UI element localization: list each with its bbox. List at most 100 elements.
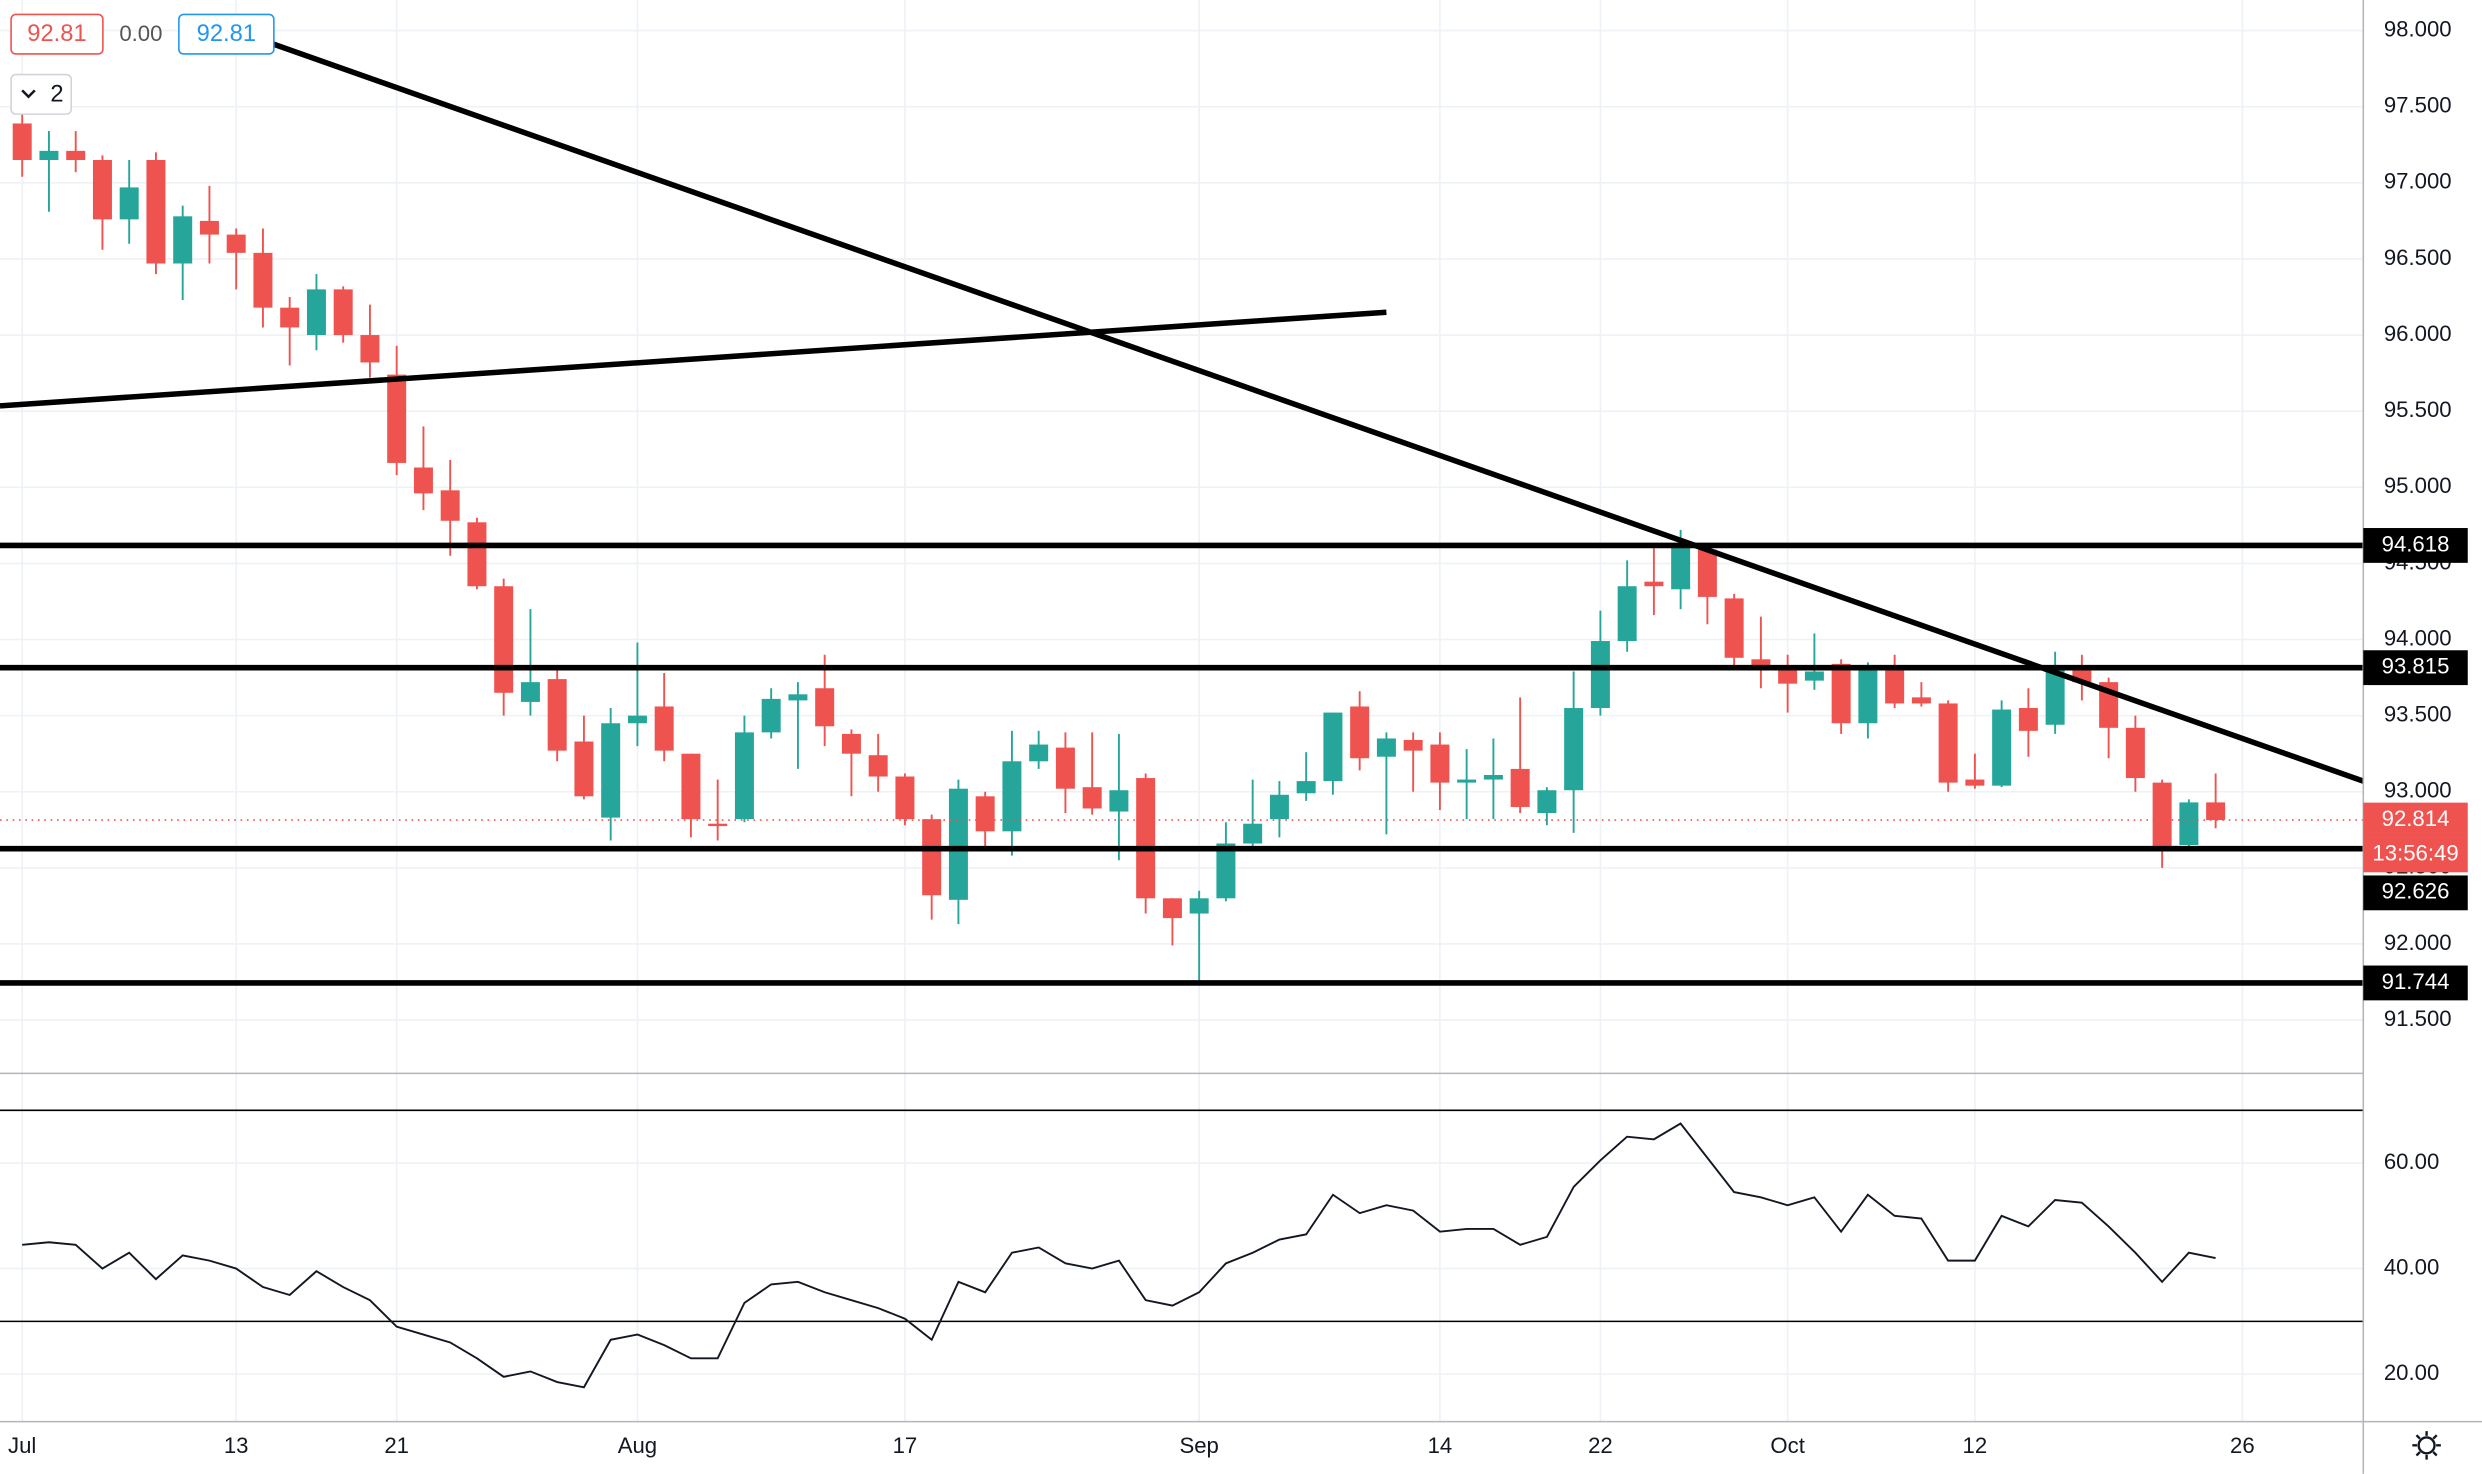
candle-body [1671, 546, 1691, 590]
candle-body [1697, 549, 1717, 597]
x-tick-label: 14 [1428, 1433, 1453, 1458]
candle-body [1243, 823, 1263, 844]
level-label: 94.618 [2382, 531, 2450, 556]
close-box[interactable] [178, 13, 275, 55]
candle-body [627, 715, 647, 724]
y-tick-label: 40.00 [2384, 1254, 2439, 1279]
candle-body [1644, 581, 1664, 587]
y-tick-label: 91.500 [2384, 1006, 2452, 1031]
y-tick-label: 95.000 [2384, 473, 2452, 498]
candle-body [1751, 659, 1771, 667]
settings-gear[interactable] [2412, 1431, 2441, 1460]
candle-body [280, 307, 300, 328]
y-tick-label: 93.500 [2384, 701, 2452, 726]
candle-body [1216, 843, 1236, 899]
candle-body [360, 335, 380, 363]
candle-body [173, 216, 193, 264]
candle-body [922, 819, 942, 896]
candle-body [1109, 790, 1129, 812]
candle-body [387, 374, 407, 463]
gear-ring [2417, 1436, 2436, 1455]
candle-body [1350, 706, 1370, 759]
candle-body [1403, 739, 1423, 751]
open-box [10, 13, 104, 55]
level-box [2363, 528, 2468, 563]
candle-body [761, 698, 781, 733]
candle-body [440, 490, 460, 521]
candle-body [1938, 703, 1958, 783]
candle-body [92, 159, 112, 220]
candle-body [1162, 898, 1182, 919]
candle-body [1965, 779, 1985, 786]
candle-body [1537, 790, 1557, 814]
x-tick-label: 21 [384, 1433, 409, 1458]
candle-body [199, 220, 219, 235]
candle-body [1858, 665, 1878, 724]
candle-body [681, 753, 701, 820]
candle-body [1323, 712, 1343, 782]
candle-body [1724, 598, 1744, 658]
candle-body [1136, 778, 1156, 899]
y-tick-label: 96.500 [2384, 245, 2452, 270]
y-tick-label: 60.00 [2384, 1149, 2439, 1174]
candle-body [1778, 666, 1798, 684]
candle-body [253, 252, 273, 308]
candle-body [2179, 802, 2199, 846]
countdown-label: 13:56:49 [2372, 841, 2458, 866]
x-tick-label: 13 [224, 1433, 249, 1458]
candle-body [708, 823, 728, 827]
candle-body [467, 522, 487, 587]
candle-body [601, 723, 621, 818]
candle-body [1483, 774, 1503, 780]
y-tick-label: 94.000 [2384, 625, 2452, 650]
candle-body [1617, 586, 1637, 642]
candle-body [788, 694, 808, 701]
candle-body [333, 289, 353, 336]
candle-body [868, 755, 888, 777]
candle-body [734, 732, 754, 820]
indicator-count: 2 [50, 81, 63, 107]
x-tick-label: Oct [1770, 1433, 1804, 1458]
candle-body [1002, 761, 1022, 832]
candle-body [1831, 663, 1851, 724]
last-price-label: 92.814 [2382, 806, 2450, 831]
candle-body [895, 776, 915, 820]
chevron [21, 89, 36, 99]
candle-body [2045, 669, 2065, 725]
y-tick-label: 96.000 [2384, 321, 2452, 346]
change-label: 0.00 [119, 21, 162, 46]
candle-body [12, 123, 32, 160]
x-tick-label: 22 [1588, 1433, 1613, 1458]
candle-body [146, 159, 166, 264]
trend-line [0, 309, 1387, 409]
candle-body [1029, 744, 1049, 762]
y-tick-label: 97.500 [2384, 93, 2452, 118]
candle-body [1189, 898, 1209, 914]
x-tick-label: Aug [618, 1433, 657, 1458]
indicator-toggle[interactable] [10, 73, 73, 115]
candle-body [1082, 787, 1102, 809]
candle-body [2018, 708, 2038, 731]
x-tick-label: 17 [893, 1433, 918, 1458]
candle-body [1590, 641, 1610, 709]
candle-body [975, 796, 995, 832]
y-tick-label: 95.500 [2384, 397, 2452, 422]
candle-body [2206, 802, 2226, 821]
last-price-box [2363, 802, 2468, 838]
candle-body [1269, 794, 1289, 820]
level-label: 92.626 [2382, 879, 2450, 904]
level-box [2363, 965, 2468, 1001]
x-tick-label: Jul [8, 1433, 36, 1458]
candle-body [574, 741, 594, 797]
candle-body [654, 706, 674, 751]
close-label: 92.81 [197, 21, 256, 47]
gear-teeth [2412, 1431, 2441, 1460]
candle-body [1804, 671, 1824, 681]
candle-body [119, 187, 139, 220]
candle-body [66, 150, 86, 160]
candle-body [413, 467, 433, 494]
candle-body [2125, 727, 2145, 779]
candle-body [1055, 747, 1075, 789]
open-label: 92.81 [27, 21, 86, 47]
